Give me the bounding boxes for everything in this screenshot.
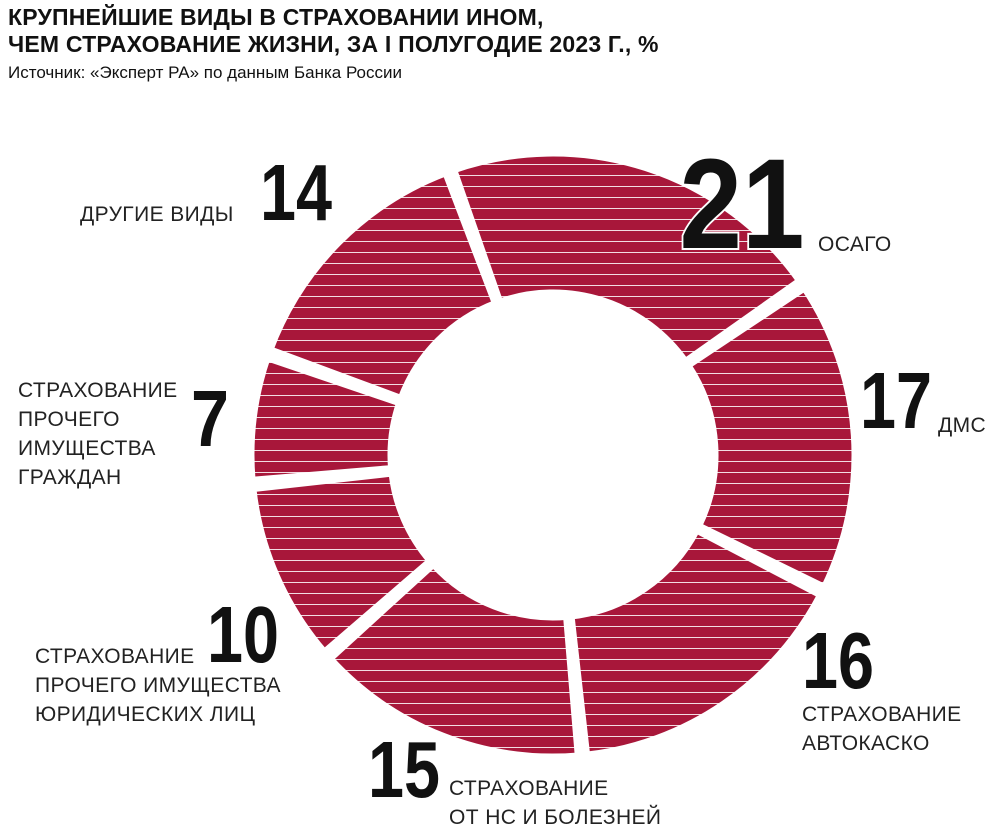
slice-value-3: 16 (802, 616, 874, 705)
slice-label-line: СТРАХОВАНИЕ (18, 379, 178, 402)
slice-2 (683, 283, 859, 593)
slice-1 (449, 149, 805, 367)
chart-title-line-2: ЧЕМ СТРАХОВАНИЕ ЖИЗНИ, ЗА I ПОЛУГОДИЕ 20… (8, 31, 659, 57)
slice-4 (325, 559, 583, 761)
slice-label-line: ГРАЖДАН (18, 466, 122, 489)
chart-title-line-1: КРУПНЕЙШИЕ ВИДЫ В СТРАХОВАНИИ ИНОМ, (8, 4, 544, 30)
slice-label-4: СТРАХОВАНИЕ ОТ НС И БОЛЕЗНЕЙ (449, 777, 661, 829)
slice-label-line: ПРОЧЕГО ИМУЩЕСТВА (35, 674, 281, 697)
slice-3 (567, 525, 826, 759)
slice-label-line: СТРАХОВАНИЕ (802, 703, 962, 726)
slice-value-7: 14 (260, 148, 332, 237)
slice-label-line: ИМУЩЕСТВА (18, 437, 156, 460)
slice-label-line: СТРАХОВАНИЕ (35, 645, 195, 668)
slice-label-line: ОСАГО (818, 233, 892, 256)
slice-value-2: 17 (860, 356, 932, 445)
slice-label-line: ДМС (938, 414, 986, 437)
slice-label-3: СТРАХОВАНИЕ АВТОКАСКО (802, 703, 962, 755)
slice-label-1: ОСАГО (818, 233, 892, 256)
chart-title: КРУПНЕЙШИЕ ВИДЫ В СТРАХОВАНИИ ИНОМ, ЧЕМ … (8, 4, 659, 58)
slice-value-1: 21 (680, 133, 805, 276)
slice-label-5: СТРАХОВАНИЕ ПРОЧЕГО ИМУЩЕСТВА ЮРИДИЧЕСКИХ … (35, 645, 281, 726)
slice-value-4: 15 (368, 725, 440, 814)
slice-label-line: ЮРИДИЧЕСКИХ ЛИЦ (35, 703, 255, 726)
slice-6 (247, 353, 405, 485)
slice-label-7: ДРУГИЕ ВИДЫ (80, 203, 234, 226)
donut-slices (247, 149, 859, 761)
slice-5 (249, 469, 436, 658)
chart-source: Источник: «Эксперт РА» по данным Банка Р… (8, 63, 402, 82)
slice-label-2: ДМС (938, 414, 986, 437)
slice-label-line: ОТ НС И БОЛЕЗНЕЙ (449, 805, 661, 829)
slice-value-5: 10 (207, 590, 279, 679)
slice-label-line: ПРОЧЕГО (18, 408, 120, 431)
slice-7 (265, 168, 500, 404)
slice-label-6: СТРАХОВАНИЕ ПРОЧЕГО ИМУЩЕСТВА ГРАЖДАН (18, 379, 178, 489)
slice-label-line: АВТОКАСКО (802, 732, 930, 755)
slice-label-line: ДРУГИЕ ВИДЫ (80, 203, 234, 226)
slice-label-line: СТРАХОВАНИЕ (449, 777, 609, 800)
slice-value-6: 7 (191, 374, 229, 463)
